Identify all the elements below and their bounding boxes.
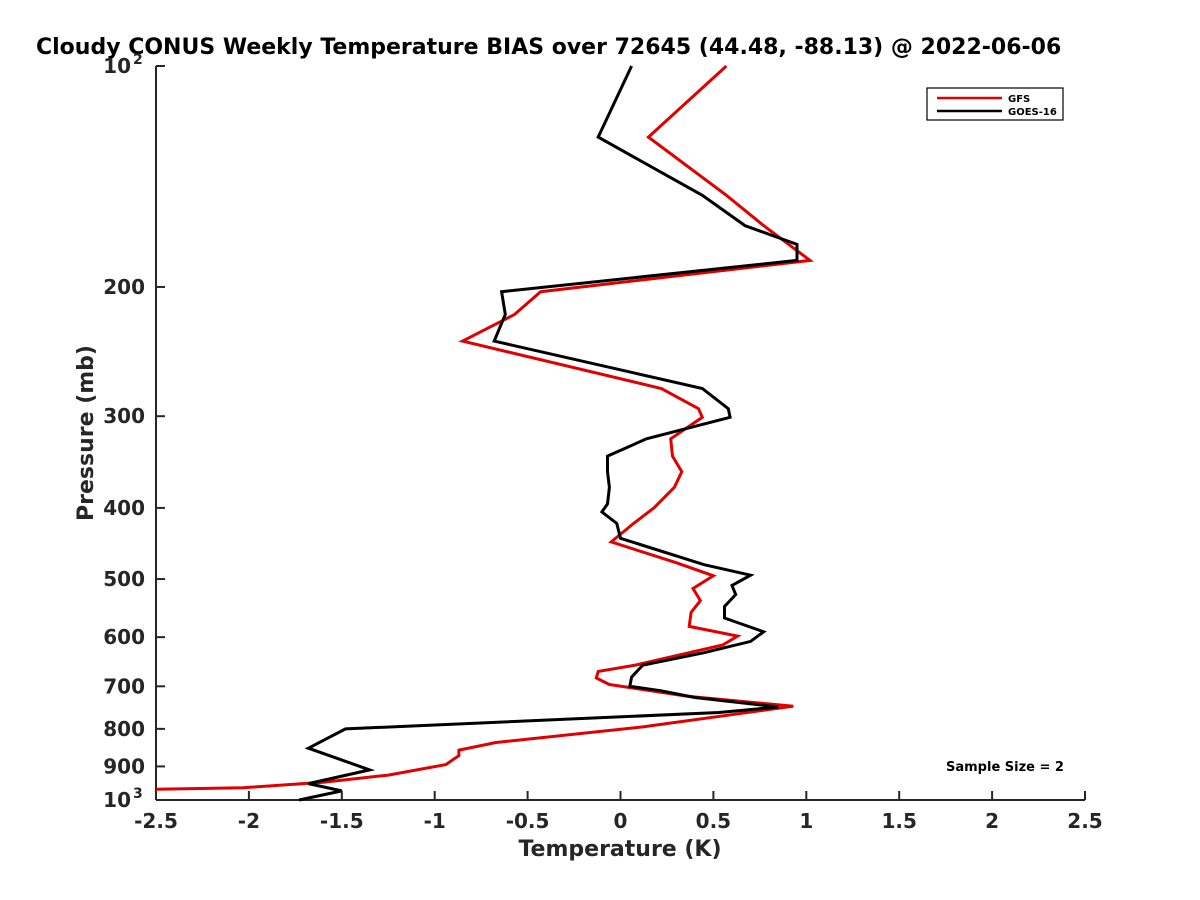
x-tick-label: -2 xyxy=(238,809,260,833)
series-line-gfs xyxy=(156,64,814,791)
x-tick-label: -0.5 xyxy=(506,809,550,833)
x-axis-label: Temperature (K) xyxy=(518,837,721,862)
sample-size-annotation: Sample Size = 2 xyxy=(946,760,1064,775)
y-tick-label: 800 xyxy=(103,717,145,741)
legend-label: GFS xyxy=(1008,94,1030,105)
y-tick-label: 500 xyxy=(103,567,145,591)
y-tick-label: 600 xyxy=(103,625,145,649)
series-layer xyxy=(156,64,814,802)
x-tick-label: -2.5 xyxy=(134,809,178,833)
y-tick-label: 10 xyxy=(103,788,131,812)
x-tick-label: -1.5 xyxy=(320,809,364,833)
y-axis-label: Pressure (mb) xyxy=(74,345,99,521)
x-tick-label: 0 xyxy=(614,809,628,833)
legend: GFS GOES-16 xyxy=(926,87,1064,121)
chart-title: Cloudy CONUS Weekly Temperature BIAS ove… xyxy=(36,35,1061,60)
y-tick-exponent: 2 xyxy=(133,52,143,68)
y-tick-label: 400 xyxy=(103,496,145,520)
x-tick-label: 2.5 xyxy=(1067,809,1102,833)
y-tick-label: 700 xyxy=(103,674,145,698)
y-tick-label: 10 xyxy=(103,54,131,78)
y-tick-label: 300 xyxy=(103,404,145,428)
y-tick-label: 200 xyxy=(103,275,145,299)
x-tick-label: 1 xyxy=(799,809,813,833)
y-tick-label: 900 xyxy=(103,754,145,778)
legend-label: GOES-16 xyxy=(1008,107,1057,118)
legend-items: GFS GOES-16 xyxy=(937,94,1057,118)
y-tick-exponent: 3 xyxy=(133,786,143,802)
series-line-goes-16 xyxy=(298,65,799,802)
x-tick-label: 2 xyxy=(985,809,999,833)
legend-box xyxy=(926,87,1064,121)
x-tick-label: -1 xyxy=(424,809,446,833)
x-tick-label: 1.5 xyxy=(881,809,916,833)
plot-area: -2.5 -2 -1.5 -1 -0.5 0 0.5 1 1.5 2 2.5 10 220030040… xyxy=(103,52,1103,833)
x-ticks: -2.5 -2 -1.5 -1 -0.5 0 0.5 1 1.5 2 2.5 xyxy=(134,791,1103,833)
x-tick-label: 0.5 xyxy=(696,809,731,833)
